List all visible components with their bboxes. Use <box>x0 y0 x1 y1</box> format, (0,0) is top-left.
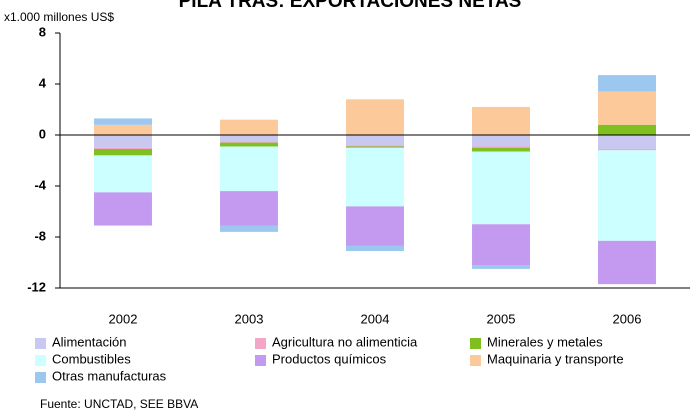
bar-segment <box>472 224 530 266</box>
source: Fuente: UNCTAD, SEE BBVA <box>40 397 198 411</box>
bar-segment <box>472 106 530 135</box>
bar-segment <box>598 150 656 241</box>
bar-segment <box>220 142 278 147</box>
bar-segment <box>346 99 404 135</box>
bar-segment <box>346 147 404 207</box>
bar-segment <box>472 135 530 147</box>
bar-segment <box>94 192 152 226</box>
legend-label: Agricultura no alimenticia <box>272 334 418 349</box>
legend-label: Minerales y metales <box>487 334 603 349</box>
bar-segment <box>472 265 530 269</box>
bar-segment <box>346 145 404 147</box>
bar-segment <box>94 118 152 125</box>
legend-label: Alimentación <box>52 334 126 349</box>
legend-swatch <box>255 338 266 349</box>
chart-title: PILA TRAS: EXPORTACIONES NETAS <box>179 0 522 12</box>
bar-segment <box>598 135 656 150</box>
bar-segment <box>94 135 152 148</box>
bar-segment <box>346 245 404 252</box>
bar-segment <box>472 147 530 152</box>
y-tick-label: -12 <box>27 279 46 294</box>
bar-segment <box>472 151 530 225</box>
y-tick-label: 8 <box>39 24 46 39</box>
bar-segment <box>598 124 656 135</box>
bar-segment <box>346 146 404 148</box>
legend-label: Combustibles <box>52 351 131 366</box>
legend-swatch <box>470 338 481 349</box>
legend-swatch <box>35 355 46 366</box>
bar-segment <box>220 146 278 192</box>
bar-segment <box>472 146 530 148</box>
bar-segment <box>94 149 152 156</box>
bar-segment <box>220 191 278 226</box>
legend-label: Productos químicos <box>272 351 387 366</box>
y-tick-label: -4 <box>34 177 46 192</box>
bar-segment <box>346 135 404 146</box>
bar-segment <box>220 225 278 232</box>
legend-label: Otras manufacturas <box>52 368 167 383</box>
x-tick-label: 2002 <box>109 311 138 326</box>
bar-segment <box>94 124 152 135</box>
bar-segment <box>346 206 404 246</box>
legend-swatch <box>470 355 481 366</box>
x-tick-label: 2006 <box>613 311 642 326</box>
y-tick-label: 0 <box>39 126 46 141</box>
bar-segment <box>598 149 656 151</box>
bar-segment <box>598 75 656 92</box>
bar-segment <box>220 141 278 143</box>
x-tick-label: 2004 <box>361 311 390 326</box>
legend-swatch <box>35 372 46 383</box>
y-tick-label: 4 <box>39 75 47 90</box>
x-tick-label: 2005 <box>487 311 516 326</box>
bar-segment <box>220 135 278 142</box>
x-tick-label: 2003 <box>235 311 264 326</box>
bar-segment <box>598 240 656 285</box>
legend-swatch <box>255 355 266 366</box>
y-axis-unit: x1.000 millones US$ <box>4 10 114 24</box>
bar-segment <box>94 147 152 150</box>
legend-label: Maquinaria y transporte <box>487 351 624 366</box>
bar-segment <box>598 91 656 125</box>
legend-swatch <box>35 338 46 349</box>
y-tick-label: -8 <box>34 228 46 243</box>
bar-segment <box>94 155 152 193</box>
bar-segment <box>220 119 278 135</box>
